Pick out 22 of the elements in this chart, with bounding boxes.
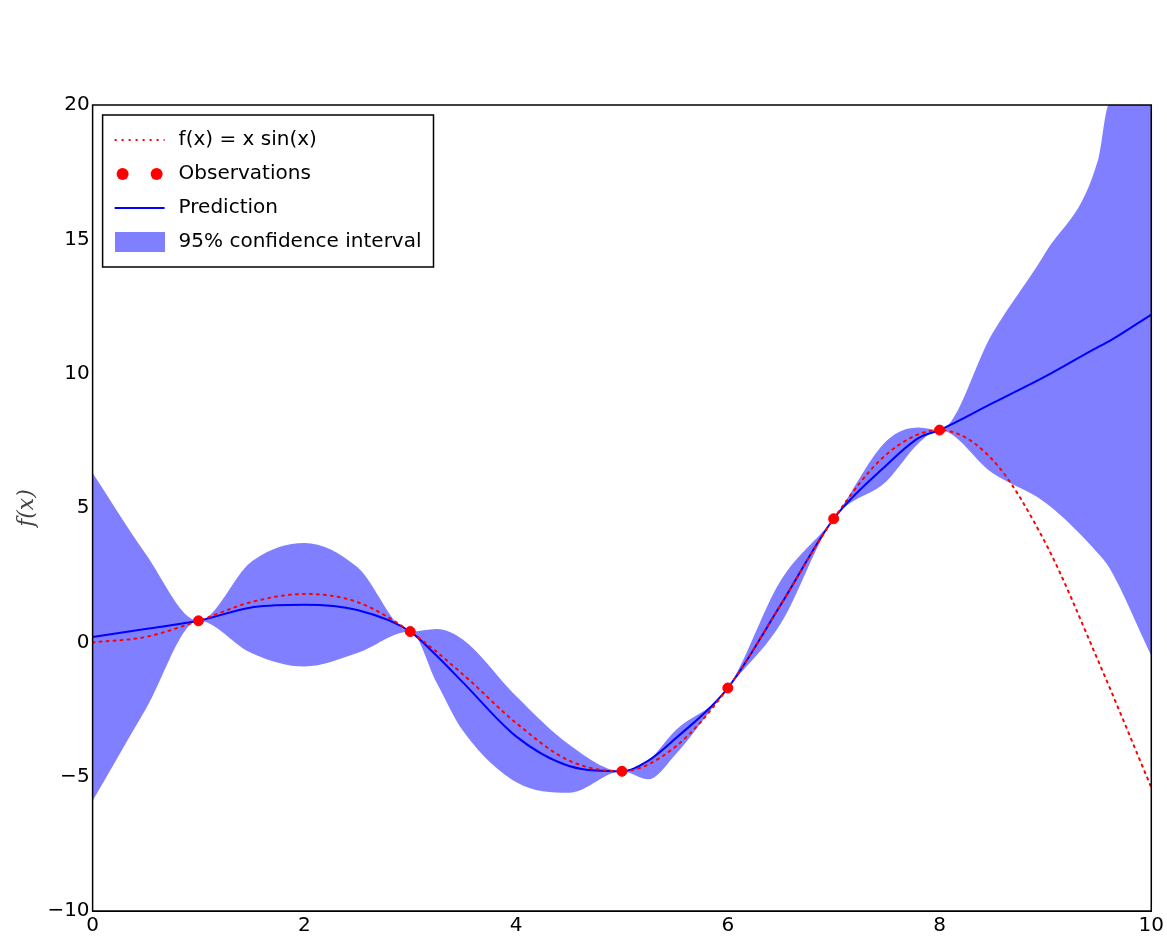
legend-label: Observations bbox=[178, 160, 311, 185]
y-tick-label: −5 bbox=[60, 762, 90, 787]
legend-label: Prediction bbox=[178, 194, 278, 219]
y-axis-title: f(x) bbox=[12, 489, 38, 529]
x-tick-label: 8 bbox=[933, 912, 946, 937]
y-tick-label: 5 bbox=[76, 494, 90, 519]
x-tick-label: 2 bbox=[297, 912, 311, 937]
x-tick-label: 10 bbox=[1138, 912, 1164, 937]
point bbox=[616, 765, 628, 777]
point bbox=[722, 682, 734, 694]
y-tick-label: 15 bbox=[64, 225, 90, 250]
legend-label: f(x) = x sin(x) bbox=[178, 126, 317, 151]
annotation: 95% confidence interval bbox=[178, 228, 422, 253]
y-tick-label: 0 bbox=[76, 628, 90, 653]
x-tick-label: 6 bbox=[721, 912, 735, 937]
point bbox=[828, 513, 840, 525]
y-tick-label: 10 bbox=[64, 359, 90, 384]
y-tick-label: 20 bbox=[64, 91, 90, 116]
point bbox=[934, 424, 946, 436]
x-tick-label: 4 bbox=[509, 912, 523, 937]
point bbox=[192, 615, 204, 627]
point bbox=[404, 626, 416, 638]
